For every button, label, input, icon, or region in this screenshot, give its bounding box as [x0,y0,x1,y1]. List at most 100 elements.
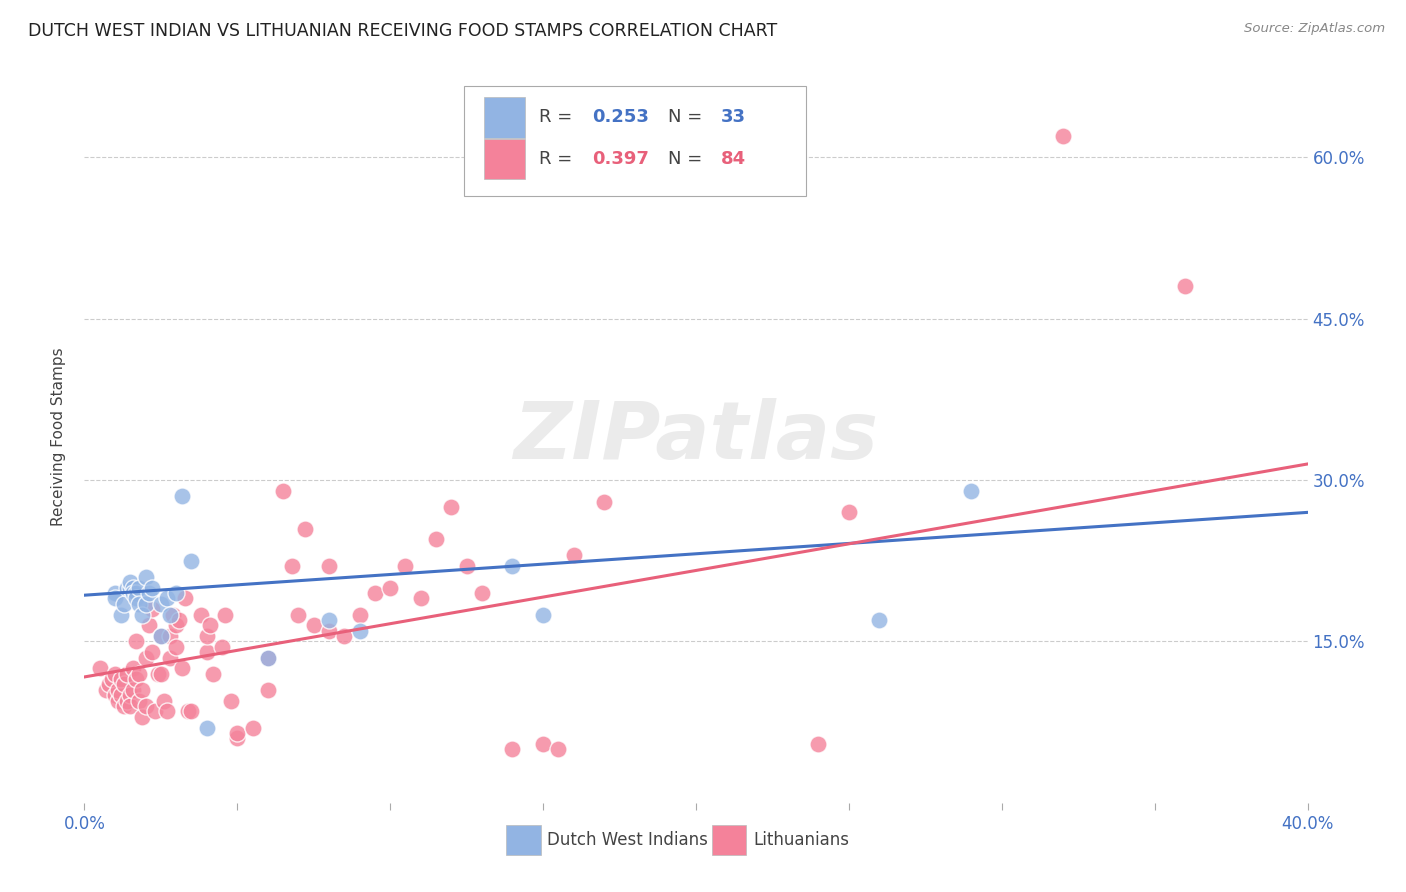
Point [110,607,132,622]
Text: N =: N = [668,150,707,168]
Point [1174,279,1197,293]
Point [471,586,494,600]
Point [138,586,160,600]
Point [112,677,135,691]
Point [318,624,340,638]
Point [838,505,860,519]
Point [409,591,432,606]
Y-axis label: Receiving Food Stamps: Receiving Food Stamps [51,348,66,526]
Point [257,650,280,665]
Text: 84: 84 [720,150,745,168]
Point [257,650,280,665]
Point [115,666,138,681]
Point [167,613,190,627]
Point [287,607,309,622]
Point [149,597,172,611]
Text: N =: N = [668,109,707,127]
Point [120,575,142,590]
Point [271,483,294,498]
Point [143,705,166,719]
Point [201,666,224,681]
Point [159,629,181,643]
Point [122,586,145,600]
Point [104,591,127,606]
Point [107,682,129,697]
Point [128,581,150,595]
Point [547,742,569,756]
Point [165,586,187,600]
Point [214,607,236,622]
Point [135,597,157,611]
Point [198,618,221,632]
Point [156,591,179,606]
Point [94,682,117,697]
Point [149,666,172,681]
Point [146,666,169,681]
Text: Source: ZipAtlas.com: Source: ZipAtlas.com [1244,22,1385,36]
Point [128,666,150,681]
Point [177,705,200,719]
Text: DUTCH WEST INDIAN VS LITHUANIAN RECEIVING FOOD STAMPS CORRELATION CHART: DUTCH WEST INDIAN VS LITHUANIAN RECEIVIN… [28,22,778,40]
Text: R =: R = [540,150,578,168]
Point [110,672,132,686]
Point [97,677,120,691]
Point [869,613,891,627]
Point [257,682,280,697]
Point [125,586,148,600]
Point [120,698,142,713]
Point [165,618,187,632]
Point [115,693,138,707]
Point [211,640,233,654]
Point [141,581,163,595]
Point [195,721,218,735]
Point [156,705,179,719]
Point [110,688,132,702]
Point [318,559,340,574]
Point [149,629,172,643]
Point [104,688,127,702]
Point [180,554,202,568]
FancyBboxPatch shape [711,825,747,855]
Point [502,559,524,574]
Text: R =: R = [540,109,578,127]
Point [531,607,554,622]
Point [128,693,150,707]
Point [149,629,172,643]
Point [135,570,157,584]
Point [807,737,830,751]
Point [159,607,181,622]
Point [294,521,316,535]
Point [138,618,160,632]
Point [141,645,163,659]
Point [219,693,242,707]
Point [112,597,135,611]
Point [172,489,194,503]
Point [159,650,181,665]
Point [122,581,145,595]
Point [502,742,524,756]
Point [364,586,387,600]
Point [122,661,145,675]
Point [242,721,264,735]
Point [226,726,249,740]
Point [104,666,127,681]
Point [131,607,153,622]
Point [349,607,371,622]
Point [440,500,463,514]
FancyBboxPatch shape [484,97,524,137]
Point [1052,128,1074,143]
Point [531,737,554,751]
FancyBboxPatch shape [464,86,806,195]
Point [153,693,176,707]
Point [128,597,150,611]
Point [122,682,145,697]
Point [162,607,184,622]
Point [226,731,249,746]
FancyBboxPatch shape [506,825,541,855]
Point [174,591,197,606]
Point [135,650,157,665]
Point [104,586,127,600]
Text: ZIPatlas: ZIPatlas [513,398,879,476]
Point [131,710,153,724]
Point [195,645,218,659]
